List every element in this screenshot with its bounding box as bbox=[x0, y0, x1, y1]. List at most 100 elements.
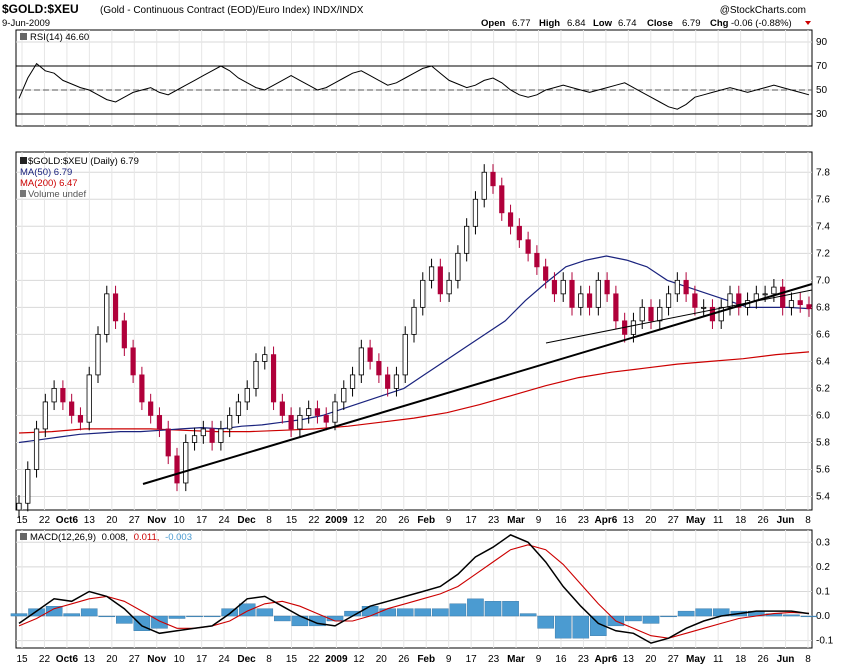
candle bbox=[33, 420, 40, 478]
candle bbox=[507, 204, 514, 235]
macd-histogram-bar bbox=[414, 608, 432, 617]
chart-symbol: $GOLD:$XEU bbox=[2, 2, 79, 16]
candle bbox=[648, 299, 654, 329]
x-tick-label: 15 bbox=[286, 654, 298, 665]
x-tick-label: 15 bbox=[16, 515, 28, 526]
x-tick-label: 16 bbox=[555, 515, 567, 526]
y-tick-label: 0.3 bbox=[816, 537, 830, 548]
x-tick-label: 22 bbox=[308, 515, 320, 526]
macd-histogram-bar bbox=[449, 603, 467, 617]
candle bbox=[235, 393, 242, 424]
candle bbox=[51, 380, 57, 411]
candle bbox=[130, 339, 136, 384]
macd-histogram-bar bbox=[625, 615, 642, 622]
macd-histogram-bar bbox=[502, 601, 519, 617]
y-tick-label: 70 bbox=[816, 61, 828, 72]
high-value: 6.84 bbox=[567, 18, 586, 29]
candle bbox=[148, 393, 154, 424]
macd-signal-line bbox=[18, 544, 810, 639]
candle bbox=[95, 326, 101, 384]
candle bbox=[60, 380, 66, 411]
x-tick-label: 18 bbox=[735, 654, 747, 665]
y-tick-label: 0.2 bbox=[816, 562, 830, 573]
macd-histogram-bar bbox=[274, 615, 291, 622]
x-tick-label: 9 bbox=[536, 654, 542, 665]
candle bbox=[358, 339, 364, 384]
price-panel: 5.45.65.86.06.26.46.66.87.07.27.47.67.8 … bbox=[15, 151, 830, 519]
x-tick-label: 20 bbox=[645, 654, 657, 665]
y-tick-label: 6.2 bbox=[816, 383, 830, 394]
x-tick-label: 26 bbox=[398, 654, 410, 665]
macd-histogram-bar bbox=[203, 615, 221, 618]
legend-swatch-icon bbox=[20, 533, 27, 540]
macd-histogram-bar bbox=[361, 606, 379, 617]
macd-histogram-bar bbox=[116, 615, 133, 624]
macd-histogram-bar bbox=[168, 615, 186, 619]
x-tick-label: 13 bbox=[623, 654, 635, 665]
candle bbox=[376, 353, 382, 384]
macd-histogram-bar bbox=[800, 615, 818, 618]
candle bbox=[420, 272, 426, 316]
x-tick-label: 22 bbox=[39, 654, 51, 665]
macd-histogram-bar bbox=[432, 608, 449, 617]
macd-histogram-bar bbox=[221, 608, 238, 617]
x-tick-label: 9 bbox=[446, 654, 452, 665]
candle bbox=[534, 245, 540, 275]
y-tick-label: 30 bbox=[816, 109, 828, 120]
x-tick-label: 23 bbox=[578, 515, 590, 526]
x-tick-label: 23 bbox=[488, 515, 500, 526]
candle bbox=[736, 285, 742, 316]
x-tick-label: Feb bbox=[417, 654, 435, 665]
macd-histogram-bar bbox=[572, 615, 590, 639]
x-tick-label: 8 bbox=[266, 654, 272, 665]
x-tick-label: 22 bbox=[308, 654, 320, 665]
chart-date: 9-Jun-2009 bbox=[2, 18, 50, 29]
rsi-line bbox=[18, 62, 810, 110]
candle bbox=[543, 258, 549, 289]
x-tick-label: Apr6 bbox=[594, 515, 617, 526]
ma50-legend: MA(50) 6.79 bbox=[20, 167, 72, 178]
candle bbox=[516, 218, 522, 248]
x-tick-label: 24 bbox=[219, 654, 231, 665]
x-tick-label: Jun bbox=[777, 515, 795, 526]
candle bbox=[69, 393, 75, 424]
candle bbox=[692, 285, 698, 316]
macd-histogram-bar bbox=[186, 615, 203, 618]
ma200-legend: MA(200) 6.47 bbox=[20, 178, 78, 189]
candle bbox=[218, 420, 224, 451]
x-tick-label: 23 bbox=[578, 654, 590, 665]
macd-histogram-bar bbox=[28, 608, 45, 617]
x-tick-label: 9 bbox=[536, 515, 542, 526]
x-tick-label: 24 bbox=[219, 515, 231, 526]
volume-legend-icon bbox=[20, 190, 26, 197]
support-trendline-2 bbox=[545, 289, 813, 344]
candle bbox=[674, 272, 680, 302]
candle bbox=[437, 258, 443, 302]
candle bbox=[683, 272, 689, 302]
x-tick-label: 11 bbox=[713, 515, 724, 526]
candle bbox=[411, 299, 417, 343]
candle bbox=[165, 420, 171, 465]
x-tick-label: 9 bbox=[446, 515, 452, 526]
candle bbox=[578, 285, 584, 316]
x-tick-label: 22 bbox=[39, 515, 51, 526]
x-tick-label: Dec bbox=[237, 515, 256, 526]
candle bbox=[183, 434, 189, 492]
watermark: @StockCharts.com bbox=[720, 5, 806, 16]
x-tick-label: 15 bbox=[16, 654, 28, 665]
low-label: Low bbox=[593, 18, 613, 29]
macd-histogram-bar bbox=[590, 615, 607, 636]
x-tick-label: 26 bbox=[398, 515, 410, 526]
x-tick-label: Nov bbox=[147, 515, 166, 526]
x-tick-label: 20 bbox=[645, 515, 657, 526]
y-tick-label: 7.8 bbox=[816, 167, 830, 178]
candle bbox=[244, 380, 250, 411]
candle bbox=[490, 164, 496, 194]
x-tick-label: 20 bbox=[376, 654, 388, 665]
candle bbox=[464, 218, 470, 262]
x-tick-label: 12 bbox=[353, 515, 365, 526]
candle bbox=[314, 400, 321, 424]
y-tick-label: 5.4 bbox=[816, 491, 830, 502]
x-tick-label: 11 bbox=[713, 654, 724, 665]
